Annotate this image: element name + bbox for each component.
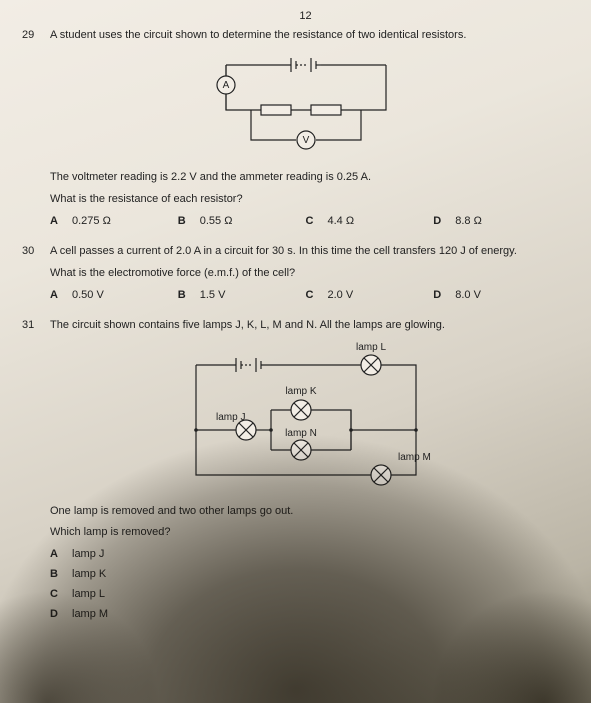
q29-option-b: B0.55 Ω [178,214,306,230]
q29-circuit-diagram: A V [50,50,561,160]
circuit-1-svg: A V [196,50,416,160]
question-29: 29 A student uses the circuit shown to d… [50,28,561,230]
q30-option-a: A0.50 V [50,288,178,304]
q30-option-b: B1.5 V [178,288,306,304]
circuit-2-svg: lamp L lamp J [166,340,446,490]
q29-option-d: D8.8 Ω [433,214,561,230]
q29-line2: What is the resistance of each resistor? [50,192,561,208]
junction-dot [349,428,353,432]
q31-option-b: Blamp K [50,567,561,583]
lamp-j-icon [236,420,256,440]
voltmeter-label: V [302,135,309,146]
q31-line2: Which lamp is removed? [50,525,561,541]
lamp-n-label: lamp N [285,428,317,439]
q29-option-c: C4.4 Ω [306,214,434,230]
junction-dot [194,428,198,432]
junction-dot [414,428,418,432]
lamp-l-icon [361,355,381,375]
q31-option-c: Clamp L [50,587,561,603]
battery-icon [236,358,261,372]
q31-options: Alamp J Blamp K Clamp L Dlamp M [50,547,561,623]
q30-option-d: D8.0 V [433,288,561,304]
q31-line1: One lamp is removed and two other lamps … [50,504,561,520]
q29-stem: A student uses the circuit shown to dete… [50,28,561,44]
lamp-l-label: lamp L [355,342,385,353]
q30-options: A0.50 V B1.5 V C2.0 V D8.0 V [50,288,561,304]
q30-stem: A cell passes a current of 2.0 A in a ci… [50,244,561,260]
resistor-1-icon [261,105,291,115]
question-30: 30 A cell passes a current of 2.0 A in a… [50,244,561,304]
ammeter-label: A [222,80,229,91]
q29-option-a: A0.275 Ω [50,214,178,230]
lamp-m-icon [371,465,391,485]
q30-option-c: C2.0 V [306,288,434,304]
q31-option-d: Dlamp M [50,607,561,623]
lamp-j-label: lamp J [216,412,245,423]
q29-line1: The voltmeter reading is 2.2 V and the a… [50,170,561,186]
q30-line1: What is the electromotive force (e.m.f.)… [50,266,561,282]
lamp-n-icon [291,440,311,460]
q29-options: A0.275 Ω B0.55 Ω C4.4 Ω D8.8 Ω [50,214,561,230]
exam-page: 12 29 A student uses the circuit shown t… [0,0,591,703]
question-number: 29 [22,28,34,44]
q31-option-a: Alamp J [50,547,561,563]
lamp-m-label: lamp M [398,452,431,463]
page-number: 12 [50,10,561,22]
junction-dot [269,428,273,432]
lamp-k-icon [291,400,311,420]
question-31: 31 The circuit shown contains five lamps… [50,318,561,624]
q31-stem: The circuit shown contains five lamps J,… [50,318,561,334]
question-number: 31 [22,318,34,334]
lamp-k-label: lamp K [285,386,316,397]
question-number: 30 [22,244,34,260]
q31-circuit-diagram: lamp L lamp J [50,340,561,490]
battery-icon [291,58,321,72]
resistor-2-icon [311,105,341,115]
